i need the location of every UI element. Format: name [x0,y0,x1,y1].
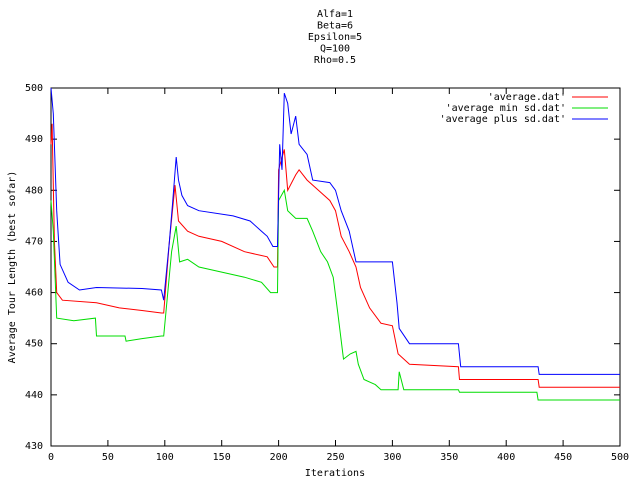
series-line [50,87,620,375]
y-tick-label: 480 [25,185,43,196]
x-tick-label: 0 [48,452,54,463]
chart-title: Alfa=1 [317,9,353,20]
x-tick-label: 450 [554,452,572,463]
y-tick-label: 440 [25,390,43,401]
legend-label: 'average plus sd.dat' [440,114,566,125]
y-tick-label: 490 [25,134,43,145]
x-axis-label: Iterations [305,468,365,479]
series-line [50,123,620,388]
y-tick-label: 460 [25,288,43,299]
y-axis-label: Average Tour Length (best sofar) [7,171,18,364]
series-line [50,188,620,401]
y-tick-label: 450 [25,339,43,350]
x-tick-label: 100 [156,452,174,463]
chart-title: Beta=6 [317,21,353,32]
y-tick-label: 430 [25,441,43,452]
y-tick-label: 500 [25,83,43,94]
x-tick-label: 50 [102,452,114,463]
legend-label: 'average min sd.dat' [446,103,566,114]
legend-label: 'average.dat' [488,92,566,103]
chart-title: Rho=0.5 [314,55,356,66]
x-tick-label: 300 [383,452,401,463]
chart-title: Q=100 [320,44,350,55]
x-tick-label: 250 [326,452,344,463]
x-tick-label: 150 [213,452,231,463]
x-tick-label: 350 [440,452,458,463]
x-tick-label: 500 [611,452,629,463]
x-tick-label: 400 [497,452,515,463]
x-tick-label: 200 [270,452,288,463]
chart-title: Epsilon=5 [308,32,362,43]
y-tick-label: 470 [25,236,43,247]
